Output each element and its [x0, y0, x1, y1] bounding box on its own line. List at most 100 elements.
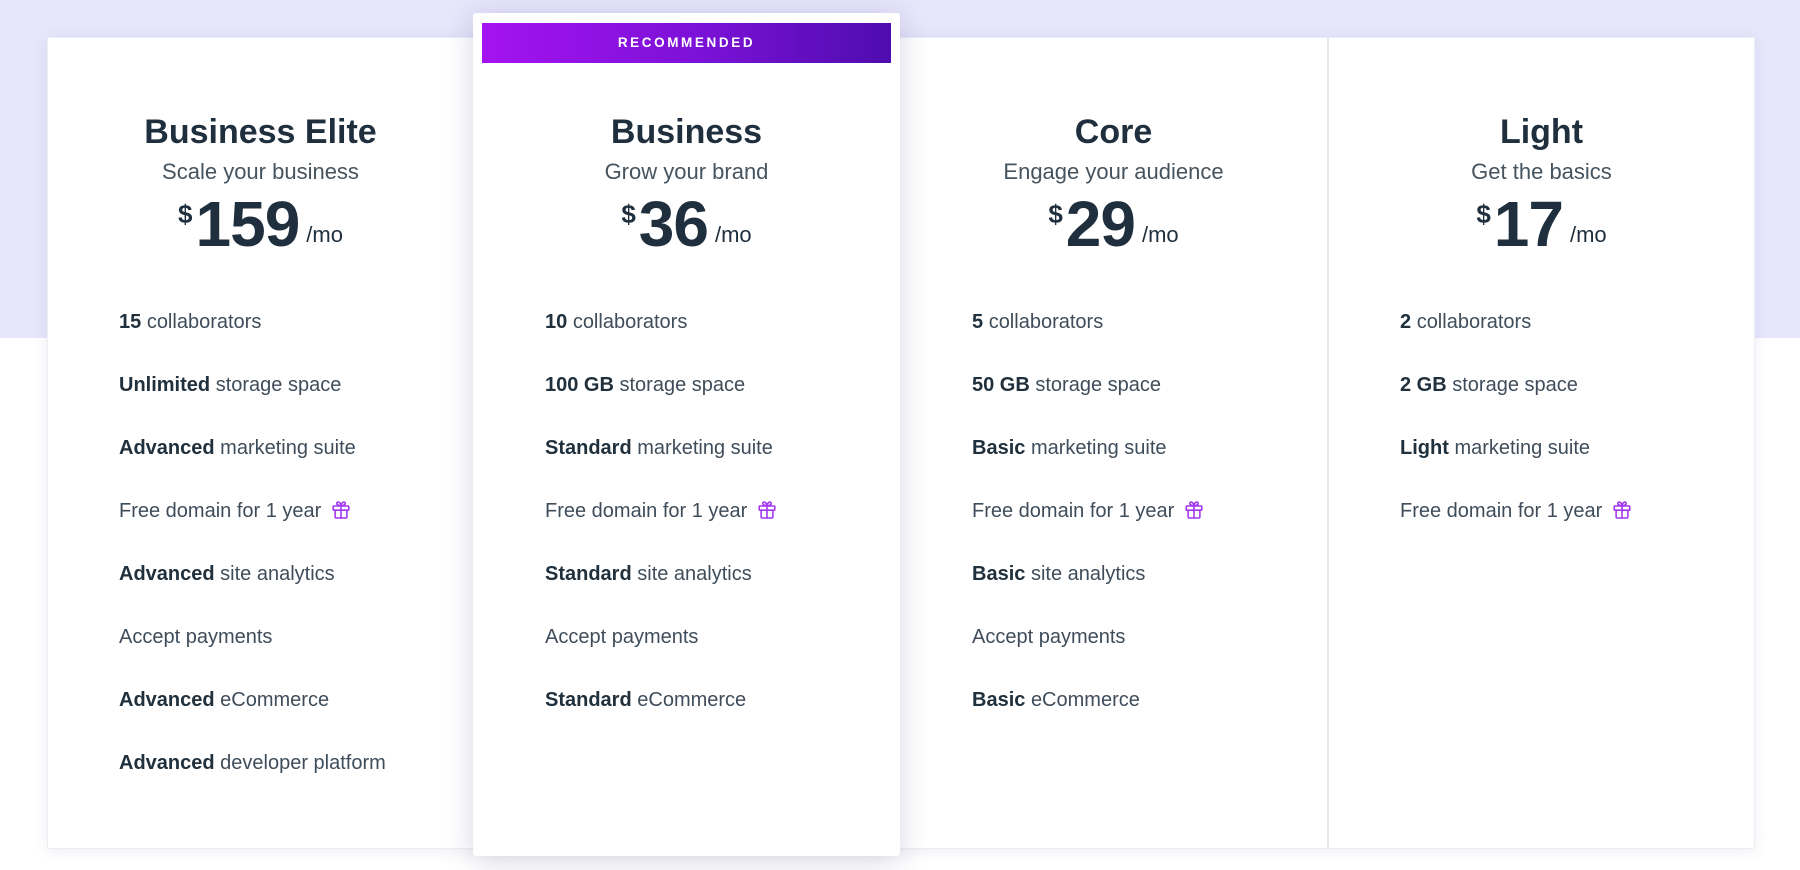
- gift-icon[interactable]: [1183, 499, 1205, 521]
- feature-item: 15 collaborators: [119, 308, 387, 336]
- feature-item: Free domain for 1 year: [1400, 497, 1668, 525]
- price-period: /mo: [1569, 222, 1607, 247]
- plan-price: $ 159 /mo: [47, 191, 474, 257]
- feature-item: 10 collaborators: [545, 308, 813, 336]
- feature-item: Free domain for 1 year: [972, 497, 1240, 525]
- gift-icon[interactable]: [756, 499, 778, 521]
- feature-item: Advanced eCommerce: [119, 686, 387, 714]
- feature-item: 2 GB storage space: [1400, 371, 1668, 399]
- pricing-card: [47, 37, 1755, 849]
- feature-text: marketing suite: [1030, 437, 1167, 459]
- feature-text: marketing suite: [637, 437, 773, 459]
- feature-bold: 15: [119, 311, 142, 333]
- feature-bold: 100 GB: [545, 374, 614, 396]
- price-amount: 36: [638, 188, 709, 260]
- feature-text: collaborators: [572, 311, 688, 333]
- feature-text: Accept payments: [545, 626, 699, 648]
- plan-price: $ 17 /mo: [1328, 191, 1755, 257]
- feature-bold: 2 GB: [1400, 374, 1447, 396]
- feature-item: 5 collaborators: [972, 308, 1240, 336]
- plan-tagline: Grow your brand: [604, 159, 769, 184]
- feature-text: Free domain for 1 year: [1400, 500, 1603, 522]
- feature-text: developer platform: [220, 752, 386, 774]
- feature-item: Accept payments: [545, 623, 813, 651]
- feature-list: 5 collaborators 50 GB storage space Basi…: [972, 308, 1240, 749]
- feature-item: Standard marketing suite: [545, 434, 813, 462]
- column-divider: [1327, 38, 1329, 848]
- price-period: /mo: [306, 222, 343, 247]
- feature-text: eCommerce: [637, 689, 747, 711]
- feature-bold: 50 GB: [972, 374, 1030, 396]
- feature-bold: Standard: [545, 689, 632, 711]
- feature-item: Advanced site analytics: [119, 560, 387, 588]
- price-amount: 159: [195, 188, 301, 260]
- feature-text: eCommerce: [1030, 689, 1140, 711]
- feature-item: Free domain for 1 year: [119, 497, 387, 525]
- feature-bold: 10: [545, 311, 568, 333]
- feature-bold: Advanced: [119, 752, 215, 774]
- currency-symbol: $: [1048, 199, 1063, 229]
- plan-header: Business Grow your brand $ 36 /mo: [473, 63, 900, 257]
- plan-column-business[interactable]: RECOMMENDED Business Grow your brand $ 3…: [473, 13, 900, 856]
- feature-text: Free domain for 1 year: [545, 500, 748, 522]
- feature-text: marketing suite: [1454, 437, 1591, 459]
- feature-list: 2 collaborators 2 GB storage space Light…: [1400, 308, 1668, 560]
- plan-price: $ 29 /mo: [900, 191, 1327, 257]
- feature-item: Unlimited storage space: [119, 371, 387, 399]
- price-period: /mo: [1141, 222, 1179, 247]
- feature-text: Free domain for 1 year: [972, 500, 1175, 522]
- feature-item: Free domain for 1 year: [545, 497, 813, 525]
- feature-item: Accept payments: [119, 623, 387, 651]
- plan-tagline: Get the basics: [1471, 159, 1612, 184]
- feature-item: Light marketing suite: [1400, 434, 1668, 462]
- feature-text: site analytics: [220, 563, 335, 585]
- currency-symbol: $: [1476, 199, 1491, 229]
- feature-bold: Unlimited: [119, 374, 211, 396]
- feature-text: storage space: [215, 374, 342, 396]
- feature-bold: Basic: [972, 689, 1026, 711]
- feature-text: marketing suite: [220, 437, 356, 459]
- feature-bold: Basic: [972, 563, 1026, 585]
- feature-list: 10 collaborators 100 GB storage space St…: [545, 308, 813, 749]
- feature-text: collaborators: [1416, 311, 1532, 333]
- feature-item: 100 GB storage space: [545, 371, 813, 399]
- feature-item: 2 collaborators: [1400, 308, 1668, 336]
- feature-text: site analytics: [1030, 563, 1146, 585]
- feature-bold: Light: [1400, 437, 1449, 459]
- feature-text: Accept payments: [119, 626, 273, 648]
- feature-item: Advanced marketing suite: [119, 434, 387, 462]
- feature-bold: Standard: [545, 563, 632, 585]
- feature-item: Standard site analytics: [545, 560, 813, 588]
- gift-icon[interactable]: [1611, 499, 1633, 521]
- plan-title: Core: [1074, 113, 1153, 151]
- plan-header: Business Elite Scale your business $ 159…: [47, 37, 474, 257]
- feature-text: storage space: [1452, 374, 1578, 396]
- plan-tagline: Scale your business: [162, 159, 359, 184]
- feature-item: 50 GB storage space: [972, 371, 1240, 399]
- plan-title: Business Elite: [144, 113, 377, 151]
- feature-text: collaborators: [988, 311, 1104, 333]
- feature-item: Advanced developer platform: [119, 749, 387, 777]
- feature-text: storage space: [619, 374, 746, 396]
- plan-title: Business: [610, 113, 763, 151]
- plan-column-light[interactable]: Light Get the basics $ 17 /mo 2 collabor…: [1328, 37, 1755, 849]
- feature-item: Basic site analytics: [972, 560, 1240, 588]
- feature-text: site analytics: [637, 563, 752, 585]
- plan-column-business-elite[interactable]: Business Elite Scale your business $ 159…: [47, 37, 474, 849]
- feature-bold: Standard: [545, 437, 632, 459]
- plan-column-core[interactable]: Core Engage your audience $ 29 /mo 5 col…: [900, 37, 1327, 849]
- feature-text: Free domain for 1 year: [119, 500, 322, 522]
- feature-text: storage space: [1035, 374, 1162, 396]
- feature-bold: Advanced: [119, 689, 215, 711]
- plan-title: Light: [1499, 113, 1584, 151]
- currency-symbol: $: [621, 199, 636, 229]
- recommended-badge: RECOMMENDED: [482, 23, 891, 63]
- feature-bold: Basic: [972, 437, 1026, 459]
- feature-item: Basic marketing suite: [972, 434, 1240, 462]
- feature-bold: 2: [1400, 311, 1412, 333]
- gift-icon[interactable]: [330, 499, 352, 521]
- plan-price: $ 36 /mo: [473, 191, 900, 257]
- plan-tagline: Engage your audience: [1003, 159, 1224, 184]
- feature-list: 15 collaborators Unlimited storage space…: [119, 308, 387, 812]
